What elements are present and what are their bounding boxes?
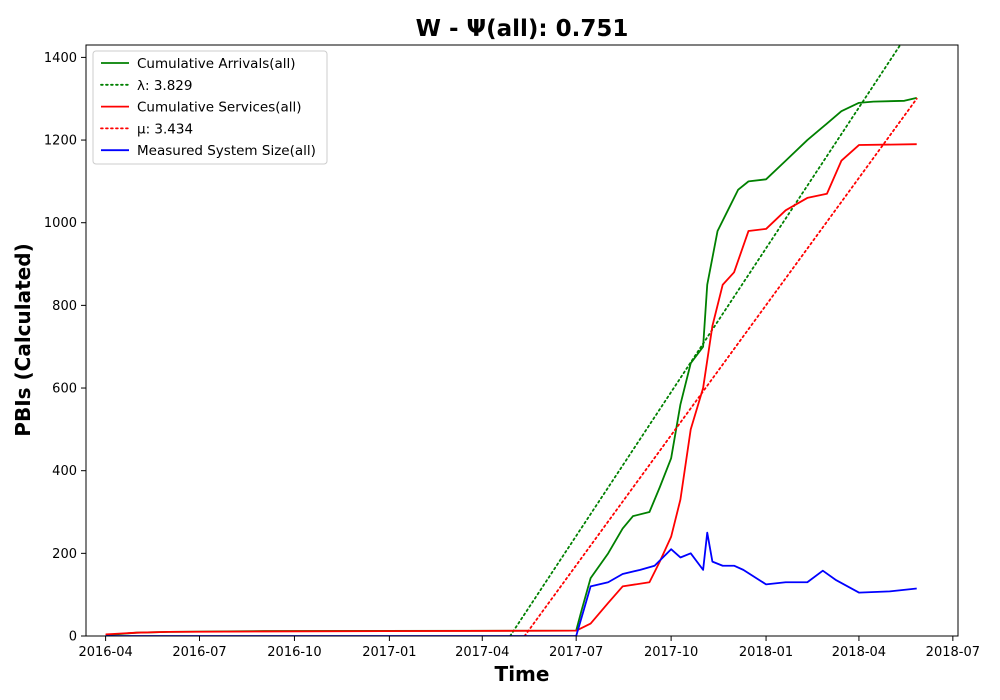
x-tick-label: 2016-10 xyxy=(267,645,321,660)
x-tick-label: 2016-07 xyxy=(172,645,226,660)
plot-area xyxy=(105,45,918,636)
x-tick-label: 2018-04 xyxy=(832,645,886,660)
x-tick-label: 2017-10 xyxy=(644,645,698,660)
legend-label: Cumulative Services(all) xyxy=(137,100,302,116)
axes: 2016-04 2016-07 2016-10 2017-01 2017-04 2017-… xyxy=(44,51,980,660)
legend-box xyxy=(92,50,328,165)
x-tick-label: 2016-04 xyxy=(78,645,132,660)
series-line-4 xyxy=(105,531,917,636)
x-tick-label: 2017-04 xyxy=(455,645,509,660)
y-tick-label: 1000 xyxy=(44,216,77,231)
series-line-3 xyxy=(523,97,918,636)
series-line-1 xyxy=(509,45,902,636)
legend-label: Cumulative Arrivals(all) xyxy=(137,56,296,72)
y-tick-label: 400 xyxy=(52,464,77,479)
legend-label: λ: 3.829 xyxy=(137,78,192,94)
x-tick-label: 2018-01 xyxy=(739,645,793,660)
x-tick-label: 2018-07 xyxy=(926,645,980,660)
y-tick-label: 600 xyxy=(52,382,77,397)
legend-label: Measured System Size(all) xyxy=(137,143,316,159)
series-line-0 xyxy=(105,97,917,636)
legend: Cumulative Arrivals(all) λ: 3.829 Cumulati… xyxy=(92,50,328,165)
y-tick-label: 200 xyxy=(52,547,77,562)
x-axis-title: Time xyxy=(495,662,550,686)
y-tick-label: 1400 xyxy=(44,51,77,66)
x-tick-label: 2017-07 xyxy=(549,645,603,660)
legend-label: μ: 3.434 xyxy=(137,121,193,137)
x-tick-label: 2017-01 xyxy=(362,645,416,660)
y-tick-label: 1200 xyxy=(44,134,77,149)
y-tick-label: 800 xyxy=(52,299,77,314)
y-axis-title: PBIs (Calculated) xyxy=(11,243,35,436)
chart-title: W - Ψ(all): 0.751 xyxy=(416,16,629,42)
plot-frame xyxy=(85,44,959,637)
series-line-2 xyxy=(105,143,917,636)
y-tick-label: 0 xyxy=(69,630,77,645)
